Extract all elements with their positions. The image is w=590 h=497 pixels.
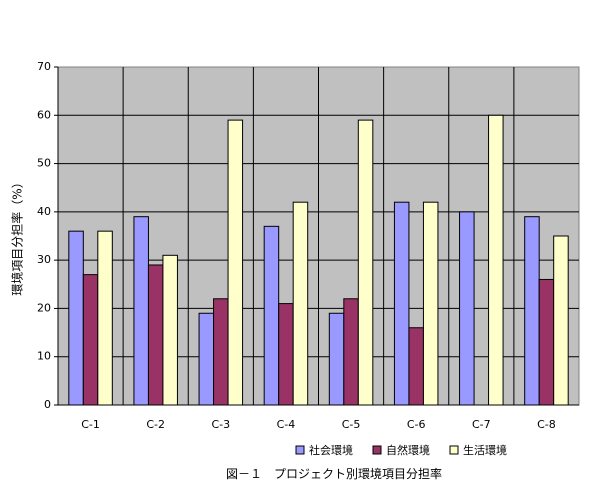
bars bbox=[68, 114, 569, 406]
bar-c-2-series-1 bbox=[133, 216, 149, 406]
chart-title: 図－１ プロジェクト別環境項目分担率 bbox=[226, 466, 442, 481]
y-tick-label: 30 bbox=[37, 253, 51, 266]
bar-c-6-series-2 bbox=[408, 327, 424, 406]
x-category-labels: C-1 C-2 C-3 C-4 C-5 C-6 C-7 C-8 bbox=[81, 418, 556, 431]
y-axis-title: 環境項目分担率（%） bbox=[10, 176, 25, 295]
x-category-label: C-2 bbox=[146, 418, 165, 431]
x-category-label: C-7 bbox=[472, 418, 491, 431]
y-tick-label: 40 bbox=[37, 205, 51, 218]
bar-c-7-series-1 bbox=[459, 211, 475, 406]
bar-c-6-series-1 bbox=[393, 201, 410, 406]
bar-c-5-series-1 bbox=[328, 312, 345, 406]
x-category-label: C-3 bbox=[211, 418, 230, 431]
legend-label: 自然環境 bbox=[386, 443, 430, 457]
legend-label: 社会環境 bbox=[309, 443, 353, 457]
bar-c-4-series-3 bbox=[292, 201, 309, 406]
bar-c-2-series-3 bbox=[162, 254, 178, 406]
y-tick-label: 0 bbox=[44, 398, 51, 411]
legend-swatch bbox=[449, 445, 459, 455]
bar-c-4-series-1 bbox=[263, 225, 280, 406]
bar-c-1-series-1 bbox=[68, 230, 84, 406]
bar-c-8-series-3 bbox=[553, 235, 569, 406]
bar-c-3-series-3 bbox=[227, 119, 244, 406]
bar-c-3-series-1 bbox=[198, 312, 215, 406]
y-tick-label: 20 bbox=[37, 301, 51, 314]
bar-c-6-series-3 bbox=[422, 201, 439, 406]
bar-c-5-series-2 bbox=[343, 298, 359, 406]
bar-c-5-series-3 bbox=[357, 119, 374, 406]
y-tick-label: 50 bbox=[37, 157, 51, 170]
legend-swatch bbox=[372, 445, 382, 455]
bar-c-8-series-1 bbox=[524, 216, 540, 406]
bar-c-2-series-2 bbox=[147, 264, 164, 406]
y-tick-label: 10 bbox=[37, 350, 51, 363]
axes bbox=[57, 67, 579, 406]
bar-c-1-series-3 bbox=[97, 230, 113, 406]
bar-c-3-series-2 bbox=[213, 298, 229, 406]
x-category-label: C-8 bbox=[537, 418, 556, 431]
y-tick-label: 70 bbox=[37, 60, 51, 73]
bar-c-8-series-2 bbox=[538, 278, 555, 406]
legend-label: 生活環境 bbox=[463, 443, 507, 457]
y-tick-label: 60 bbox=[37, 108, 51, 121]
legend: 社会環境 自然環境 生活環境 bbox=[295, 443, 507, 457]
y-tick-labels: 0 10 20 30 40 50 60 70 bbox=[37, 60, 58, 411]
bar-c-4-series-2 bbox=[278, 303, 294, 406]
bar-c-7-series-3 bbox=[488, 114, 504, 406]
x-category-label: C-6 bbox=[407, 418, 426, 431]
x-category-label: C-1 bbox=[81, 418, 100, 431]
x-category-label: C-4 bbox=[277, 418, 296, 431]
bar-c-1-series-2 bbox=[82, 274, 99, 406]
legend-swatch bbox=[295, 445, 305, 455]
x-category-label: C-5 bbox=[342, 418, 361, 431]
